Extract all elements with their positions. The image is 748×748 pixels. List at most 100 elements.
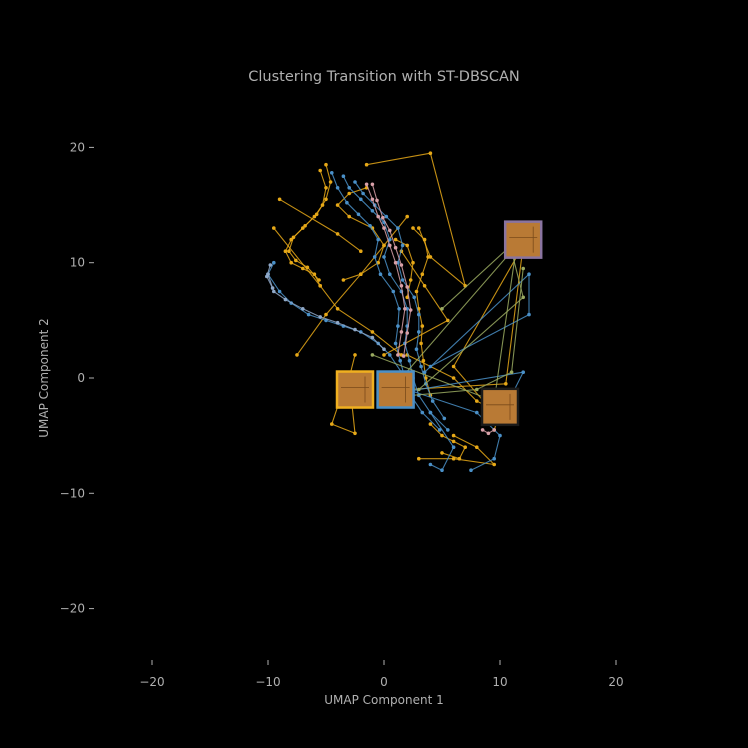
x-axis-ticks: −20 −10 0 10 20 [139, 660, 624, 689]
trajectory-point [451, 433, 456, 438]
trajectory-point [405, 285, 410, 289]
trajectory-point [422, 370, 427, 375]
inset-frame [335, 370, 375, 409]
trajectory-point [370, 330, 375, 334]
trajectory-point [283, 297, 288, 302]
trajectory-point [324, 312, 328, 317]
trajectory-point [480, 428, 485, 432]
trajectory-point [391, 289, 396, 294]
inset-thumbnail [335, 370, 375, 409]
trajectory-point [451, 439, 456, 444]
trajectory-point [283, 249, 288, 253]
trajectory-point [422, 284, 427, 288]
trajectory-line [267, 262, 275, 275]
trajectory-point [403, 307, 407, 311]
trajectory-line [400, 250, 524, 390]
trajectory-point [318, 315, 323, 319]
trajectory-point [370, 197, 375, 202]
y-tick-label: 20 [70, 140, 85, 154]
trajectory-point [324, 162, 328, 167]
trajectory-point [324, 197, 328, 202]
trajectory-line [395, 239, 414, 298]
trajectory-point [440, 307, 444, 311]
trajectory-point [318, 168, 323, 173]
trajectory-point [388, 272, 392, 277]
trajectory-point [287, 249, 291, 253]
trajectory-point [400, 243, 405, 248]
trajectory-point [451, 364, 456, 369]
trajectory-point [393, 341, 398, 346]
trajectory-point [521, 370, 525, 375]
trajectory-point [353, 431, 357, 436]
trajectory-point [475, 410, 479, 415]
trajectory-point [451, 456, 456, 461]
trajectory-line [296, 216, 408, 356]
trajectory-line [412, 268, 524, 396]
trajectory-point [335, 307, 340, 311]
trajectory-point [527, 272, 531, 277]
trajectory-point [328, 180, 333, 184]
trajectory-line [371, 184, 412, 357]
trajectory-point [295, 353, 299, 357]
trajectory-point [301, 307, 305, 311]
trajectory-point [509, 370, 514, 375]
trajectory-point [420, 410, 425, 415]
trajectory-point [378, 272, 383, 277]
trajectory-line [372, 239, 518, 402]
trajectory-point [376, 237, 381, 242]
trajectory-point [364, 162, 369, 167]
trajectory-point [486, 431, 491, 436]
inset-frame [480, 387, 520, 427]
trajectory-point [324, 186, 328, 190]
trajectory-point [463, 445, 468, 450]
trajectory-point [498, 433, 502, 438]
trajectory-point [504, 382, 508, 386]
trajectory-point [382, 353, 386, 357]
trajectory-point [475, 445, 479, 450]
trajectory-point [303, 224, 307, 228]
trajectory-point [341, 174, 346, 178]
trajectory-point [428, 255, 433, 259]
trajectory-point [359, 197, 363, 202]
trajectory-point [368, 224, 372, 228]
trajectory-point [388, 228, 392, 233]
series-1 [266, 171, 531, 473]
trajectory-point [398, 358, 403, 363]
trajectory-point [475, 399, 479, 403]
trajectory-point [359, 249, 363, 253]
trajectory-point [314, 212, 319, 217]
trajectory-point [446, 428, 450, 432]
trajectory-point [272, 260, 276, 265]
trajectory-point [397, 307, 401, 311]
trajectory-point [414, 289, 419, 294]
trajectory-point [317, 278, 321, 282]
trajectory-point [400, 278, 405, 282]
trajectory-point [382, 226, 386, 230]
y-tick-label: 0 [77, 371, 85, 385]
trajectory-point [388, 353, 392, 357]
y-axis-ticks: −20 −10 0 10 20 [60, 140, 94, 616]
trajectory-point [289, 260, 294, 265]
chart-title: Clustering Transition with ST-DBSCAN [248, 69, 520, 85]
x-tick-label: 10 [492, 675, 507, 689]
trajectory-line [418, 435, 495, 466]
x-tick-label: −10 [255, 675, 280, 689]
trajectory-point [301, 266, 305, 271]
trajectory-point [277, 289, 282, 294]
trajectory-point [370, 353, 375, 357]
trajectory-point [521, 266, 525, 271]
trajectory-point [382, 347, 386, 352]
trajectory-point [451, 376, 456, 380]
trajectory-point [442, 416, 447, 421]
series-2 [265, 263, 386, 352]
trajectory-point [347, 191, 352, 196]
trajectory-point [521, 295, 525, 300]
trajectory-point [270, 286, 275, 290]
trajectory-point [407, 358, 412, 363]
trajectory-line [383, 250, 449, 356]
trajectory-point [384, 214, 389, 219]
inset-frame [376, 370, 415, 409]
y-tick-label: −10 [60, 486, 85, 500]
y-axis-label: UMAP Component 2 [37, 318, 51, 438]
trajectory-point [446, 318, 450, 323]
